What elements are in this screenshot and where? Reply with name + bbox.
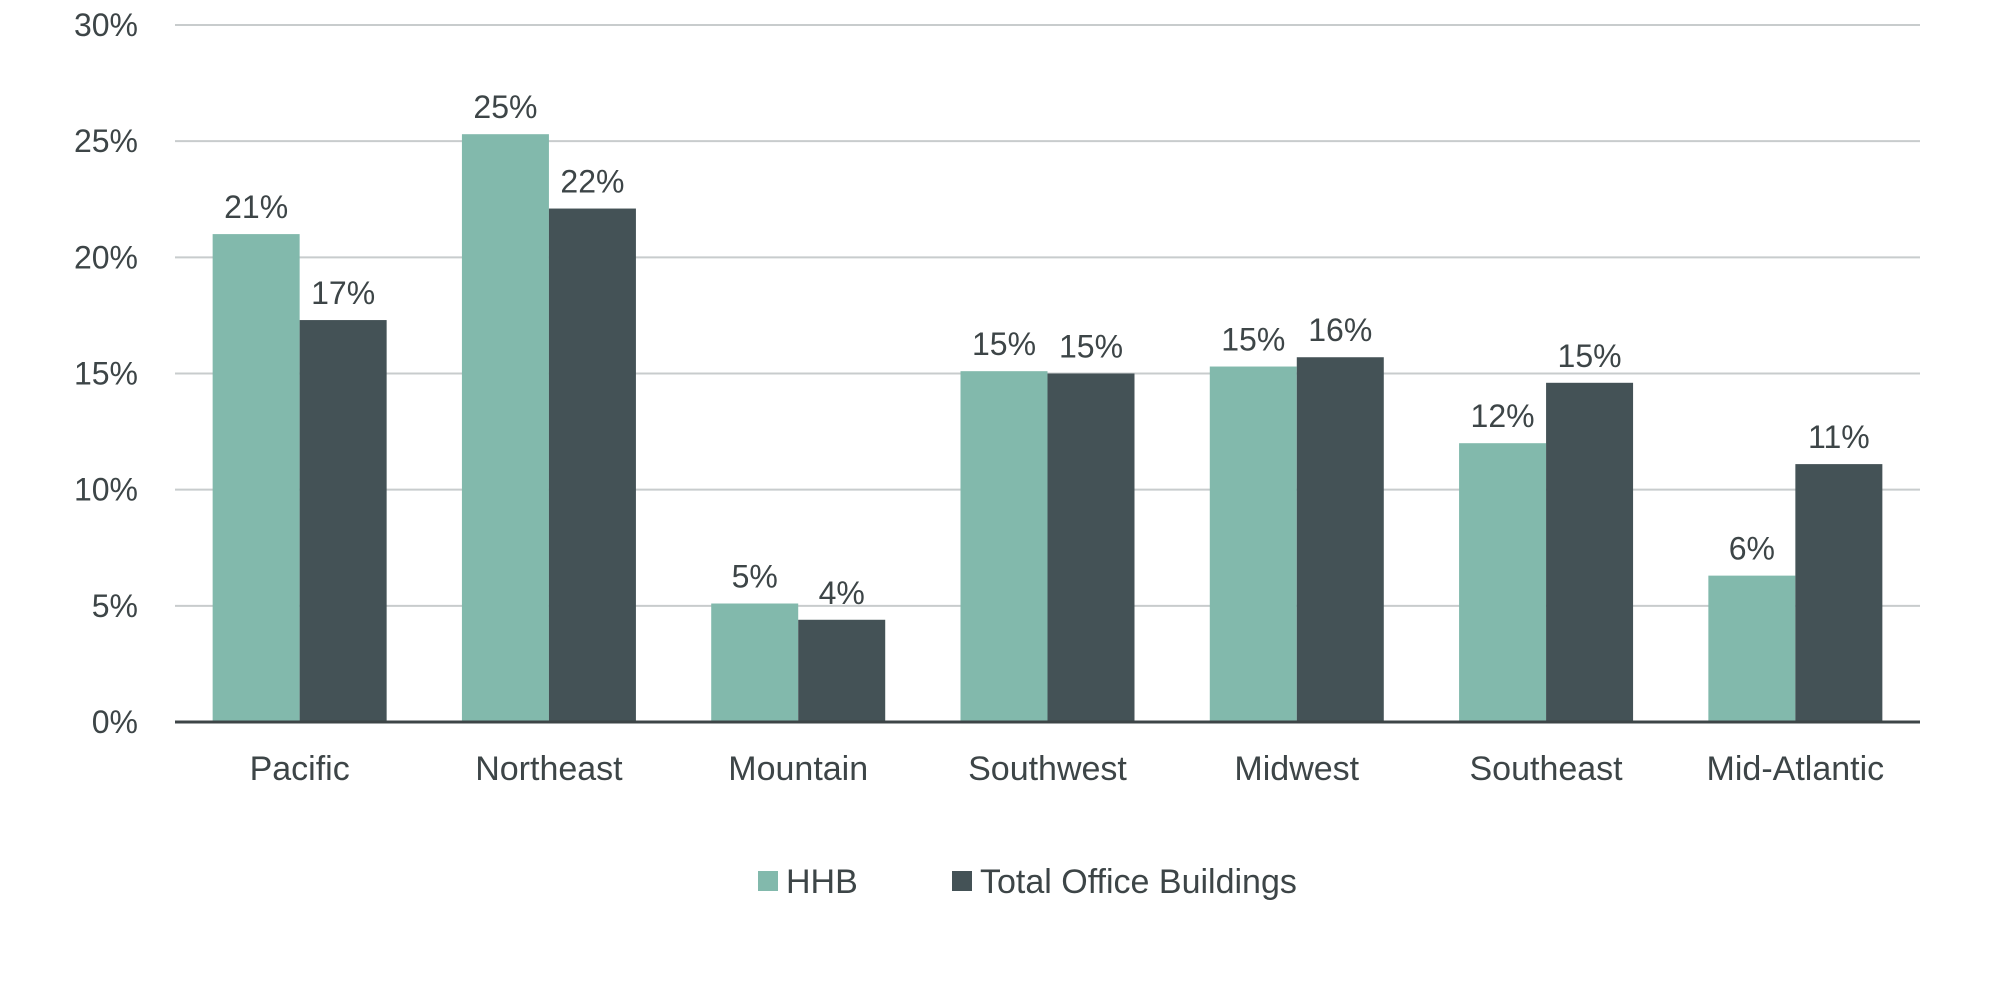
y-tick-label: 5% bbox=[92, 588, 138, 624]
bar-hhb bbox=[711, 603, 799, 722]
data-label: 15% bbox=[1221, 322, 1285, 358]
data-label: 25% bbox=[473, 89, 537, 125]
x-category-label: Pacific bbox=[250, 750, 350, 788]
bar-hhb bbox=[461, 134, 549, 723]
bar-hhb bbox=[212, 234, 300, 722]
data-labels: 21% 17% 25% 22% 5% 4% 15% 15% 15% 16% 12% 15% 6% 11% bbox=[224, 89, 1870, 611]
data-label: 21% bbox=[224, 189, 288, 225]
bar-total-office-buildings bbox=[1795, 464, 1883, 722]
bar-hhb bbox=[960, 371, 1048, 722]
data-label: 4% bbox=[819, 575, 865, 611]
legend-swatch bbox=[952, 871, 972, 891]
x-category-label: Mid-Atlantic bbox=[1707, 750, 1885, 788]
x-category-label: Southeast bbox=[1470, 750, 1624, 788]
x-category-label: Northeast bbox=[475, 750, 623, 788]
data-label: 15% bbox=[1558, 338, 1622, 374]
axes: 0% 5% 10% 15% 20% 25% 30% Pacific Northeast Mount… bbox=[74, 7, 1920, 788]
x-category-label: Southwest bbox=[968, 750, 1127, 788]
bar-hhb bbox=[1209, 366, 1297, 722]
y-tick-label: 15% bbox=[74, 356, 138, 392]
bars bbox=[212, 134, 1883, 723]
legend: HHB Total Office Buildings bbox=[758, 863, 1297, 901]
data-label: 22% bbox=[560, 164, 624, 200]
data-label: 15% bbox=[1059, 329, 1123, 365]
data-label: 6% bbox=[1729, 531, 1775, 567]
bar-total-office-buildings bbox=[1296, 357, 1384, 722]
legend-label: HHB bbox=[786, 863, 858, 901]
data-label: 16% bbox=[1308, 312, 1372, 348]
x-category-label: Midwest bbox=[1234, 750, 1359, 788]
bar-total-office-buildings bbox=[299, 320, 387, 722]
bar-hhb bbox=[1459, 443, 1547, 722]
data-label: 5% bbox=[732, 559, 778, 595]
bar-total-office-buildings bbox=[1047, 373, 1135, 722]
y-tick-label: 10% bbox=[74, 472, 138, 508]
bar-total-office-buildings bbox=[1546, 382, 1634, 722]
y-tick-label: 25% bbox=[74, 123, 138, 159]
bar-total-office-buildings bbox=[798, 619, 886, 722]
data-label: 12% bbox=[1471, 398, 1535, 434]
y-tick-label: 30% bbox=[74, 7, 138, 43]
bar-hhb bbox=[1708, 575, 1796, 722]
bar-total-office-buildings bbox=[548, 208, 636, 722]
x-category-label: Mountain bbox=[728, 750, 868, 788]
data-label: 17% bbox=[311, 275, 375, 311]
y-tick-label: 0% bbox=[92, 704, 138, 740]
legend-label: Total Office Buildings bbox=[980, 863, 1297, 901]
data-label: 11% bbox=[1808, 419, 1870, 455]
legend-swatch bbox=[758, 871, 778, 891]
y-tick-label: 20% bbox=[74, 239, 138, 275]
data-label: 15% bbox=[972, 326, 1036, 362]
